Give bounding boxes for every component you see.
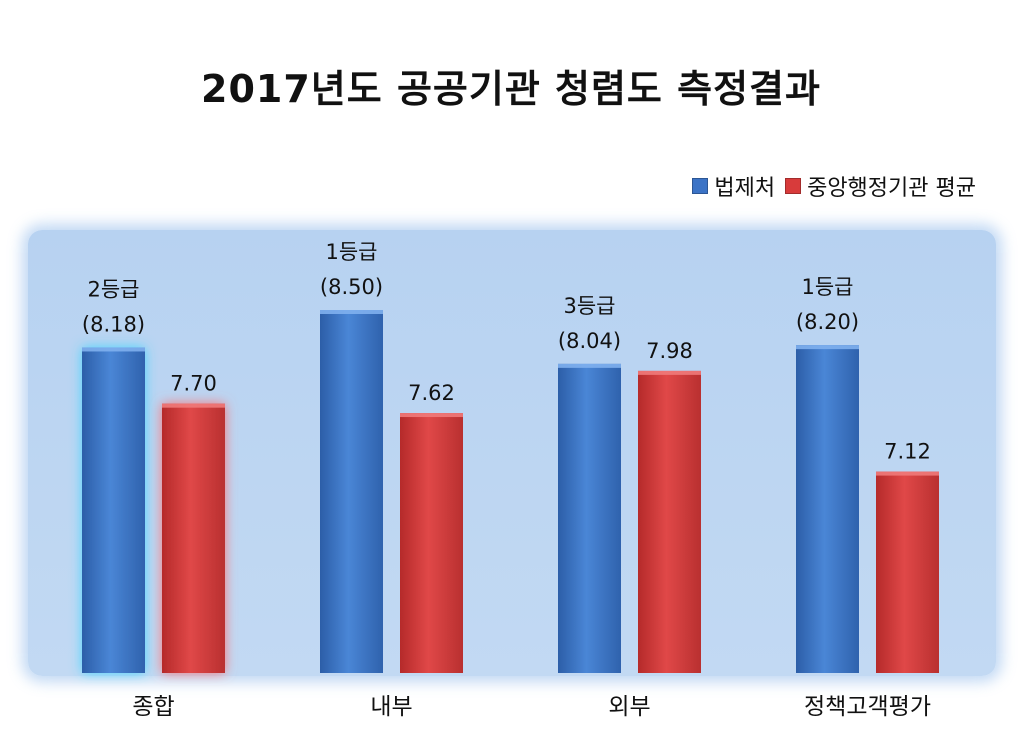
legend-label-series-2: 중앙행정기관 평균 bbox=[807, 176, 976, 201]
bar-top-highlight-1-4 bbox=[796, 345, 859, 350]
grade-label-4: 1등급 bbox=[801, 275, 853, 299]
category-label-4: 정책고객평가 bbox=[804, 694, 931, 720]
data-label-series-1-3: (8.04) bbox=[558, 329, 621, 353]
category-label-2: 내부 bbox=[370, 694, 412, 720]
legend-label-series-1: 법제처 bbox=[714, 176, 776, 201]
bar-series-1-2 bbox=[320, 310, 383, 673]
data-label-series-2-4: 7.12 bbox=[884, 440, 931, 464]
data-label-series-1-1: (8.18) bbox=[82, 312, 145, 336]
data-label-series-2-1: 7.70 bbox=[170, 372, 217, 396]
data-label-series-1-2: (8.50) bbox=[320, 275, 383, 299]
bar-top-highlight-2-2 bbox=[400, 413, 463, 418]
bar-top-highlight-1-2 bbox=[320, 310, 383, 314]
bar-series-1-1 bbox=[82, 347, 145, 673]
bar-top-highlight-1-1 bbox=[82, 347, 145, 352]
grade-label-1: 2등급 bbox=[87, 277, 139, 301]
chart-title: 2017년도 공공기관 청렴도 측정결과 bbox=[201, 67, 821, 111]
bar-series-1-3 bbox=[558, 363, 621, 673]
bar-series-2-3 bbox=[638, 370, 701, 673]
bar-top-highlight-2-4 bbox=[876, 471, 939, 476]
legend-swatch-series-2 bbox=[785, 178, 802, 194]
bar-top-highlight-2-1 bbox=[162, 403, 225, 408]
legend-swatch-series-1 bbox=[692, 178, 709, 194]
category-label-1: 종합 bbox=[132, 694, 174, 720]
bar-series-2-4 bbox=[876, 471, 939, 673]
bar-top-highlight-1-3 bbox=[558, 363, 621, 368]
data-label-series-2-3: 7.98 bbox=[646, 339, 693, 363]
legend-item-series-2: 중앙행정기관 평균 bbox=[785, 170, 976, 202]
category-label-3: 외부 bbox=[608, 694, 650, 720]
grade-label-3: 3등급 bbox=[563, 294, 615, 318]
bar-top-highlight-2-3 bbox=[638, 370, 701, 375]
bar-series-2-2 bbox=[400, 413, 463, 673]
data-label-series-1-4: (8.20) bbox=[796, 310, 859, 334]
bar-series-2-1 bbox=[162, 403, 225, 673]
data-label-series-2-2: 7.62 bbox=[408, 381, 455, 405]
grade-label-2: 1등급 bbox=[325, 240, 377, 264]
legend: 법제처 중앙행정기관 평균 bbox=[682, 170, 976, 202]
legend-item-series-1: 법제처 bbox=[692, 170, 775, 202]
bar-series-1-4 bbox=[796, 345, 859, 673]
